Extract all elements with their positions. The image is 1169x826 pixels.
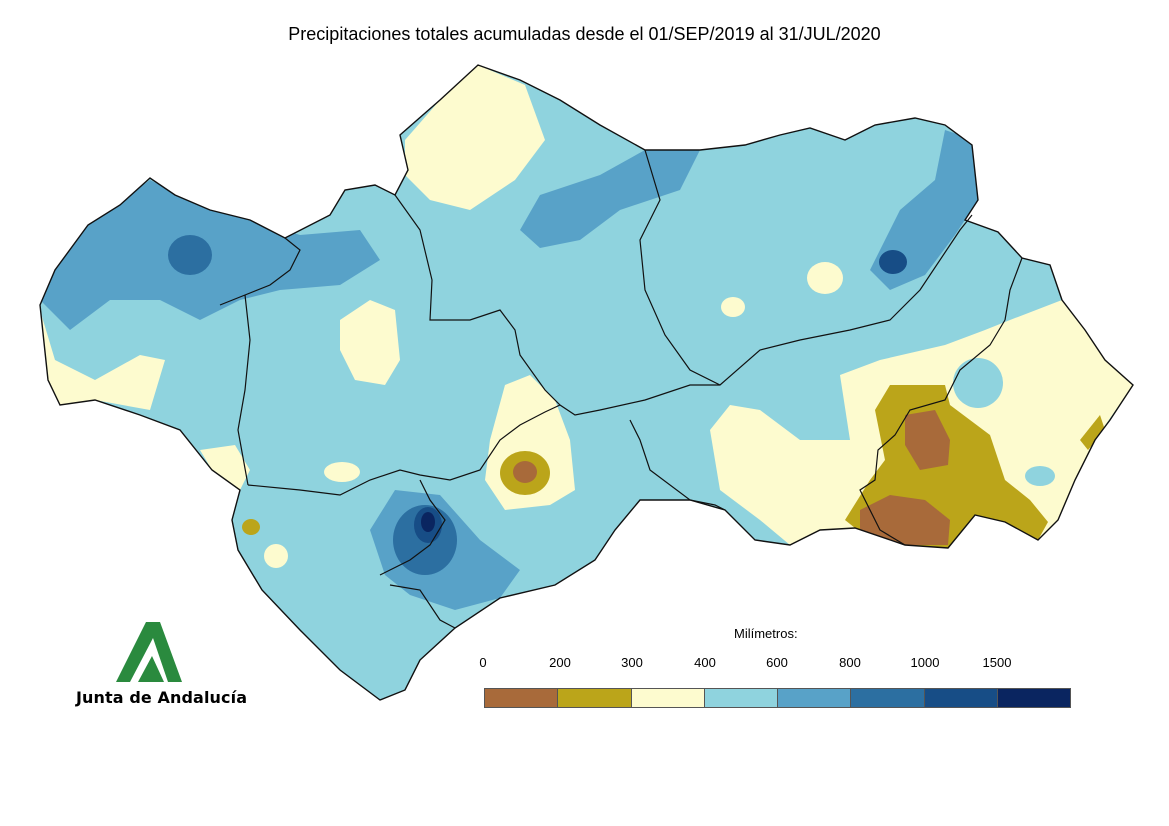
legend-tick: 300 xyxy=(621,655,643,670)
zone-300-400 xyxy=(340,300,400,385)
legend-swatch xyxy=(924,689,998,707)
zone-600-800 xyxy=(520,150,700,248)
legend-color-bar xyxy=(484,688,1071,708)
zone-300-400 xyxy=(264,544,288,568)
zone-1500-plus xyxy=(421,512,435,532)
province-borders xyxy=(219,149,1023,629)
zone-400-600 xyxy=(1025,466,1055,486)
legend-tick: 0 xyxy=(479,655,487,670)
legend-swatch xyxy=(778,689,852,707)
legend-tick: 400 xyxy=(694,655,716,670)
logo-text: Junta de Andalucía xyxy=(76,688,248,707)
zone-400-600 xyxy=(953,358,1003,408)
zone-300-400 xyxy=(807,262,843,294)
zone-0-200 xyxy=(860,495,950,545)
legend-swatch xyxy=(631,689,705,707)
zone-300-400 xyxy=(200,445,250,490)
legend-swatch xyxy=(851,689,925,707)
zone-200-300 xyxy=(1080,415,1105,450)
legend-swatch xyxy=(704,689,778,707)
junta-andalucia-logo-icon xyxy=(116,622,182,682)
logo-mark xyxy=(116,622,182,682)
legend-swatch xyxy=(997,689,1070,707)
zone-300-400 xyxy=(324,462,360,482)
legend-tick: 1500 xyxy=(982,655,1012,670)
zone-300-400 xyxy=(405,65,545,210)
legend-tick: 200 xyxy=(549,655,571,670)
legend-swatch xyxy=(558,689,632,707)
legend-tick-labels: 0 200 300 400 600 800 1000 1500 xyxy=(470,655,1090,675)
legend-tick: 800 xyxy=(839,655,861,670)
zone-800-1000 xyxy=(168,235,212,275)
zone-200-300 xyxy=(242,519,260,535)
zone-300-400 xyxy=(721,297,745,317)
zone-300-400 xyxy=(40,310,165,410)
zone-0-200 xyxy=(513,461,537,483)
zone-0-200 xyxy=(905,410,950,470)
legend-title: Milímetros: xyxy=(734,626,798,641)
legend-tick: 600 xyxy=(766,655,788,670)
map-title: Precipitaciones totales acumuladas desde… xyxy=(288,24,881,44)
zone-600-800 xyxy=(870,130,978,290)
logo-mark xyxy=(138,656,164,682)
zone-1000-1500 xyxy=(879,250,907,274)
legend-swatch xyxy=(485,689,559,707)
legend-tick: 1000 xyxy=(910,655,940,670)
